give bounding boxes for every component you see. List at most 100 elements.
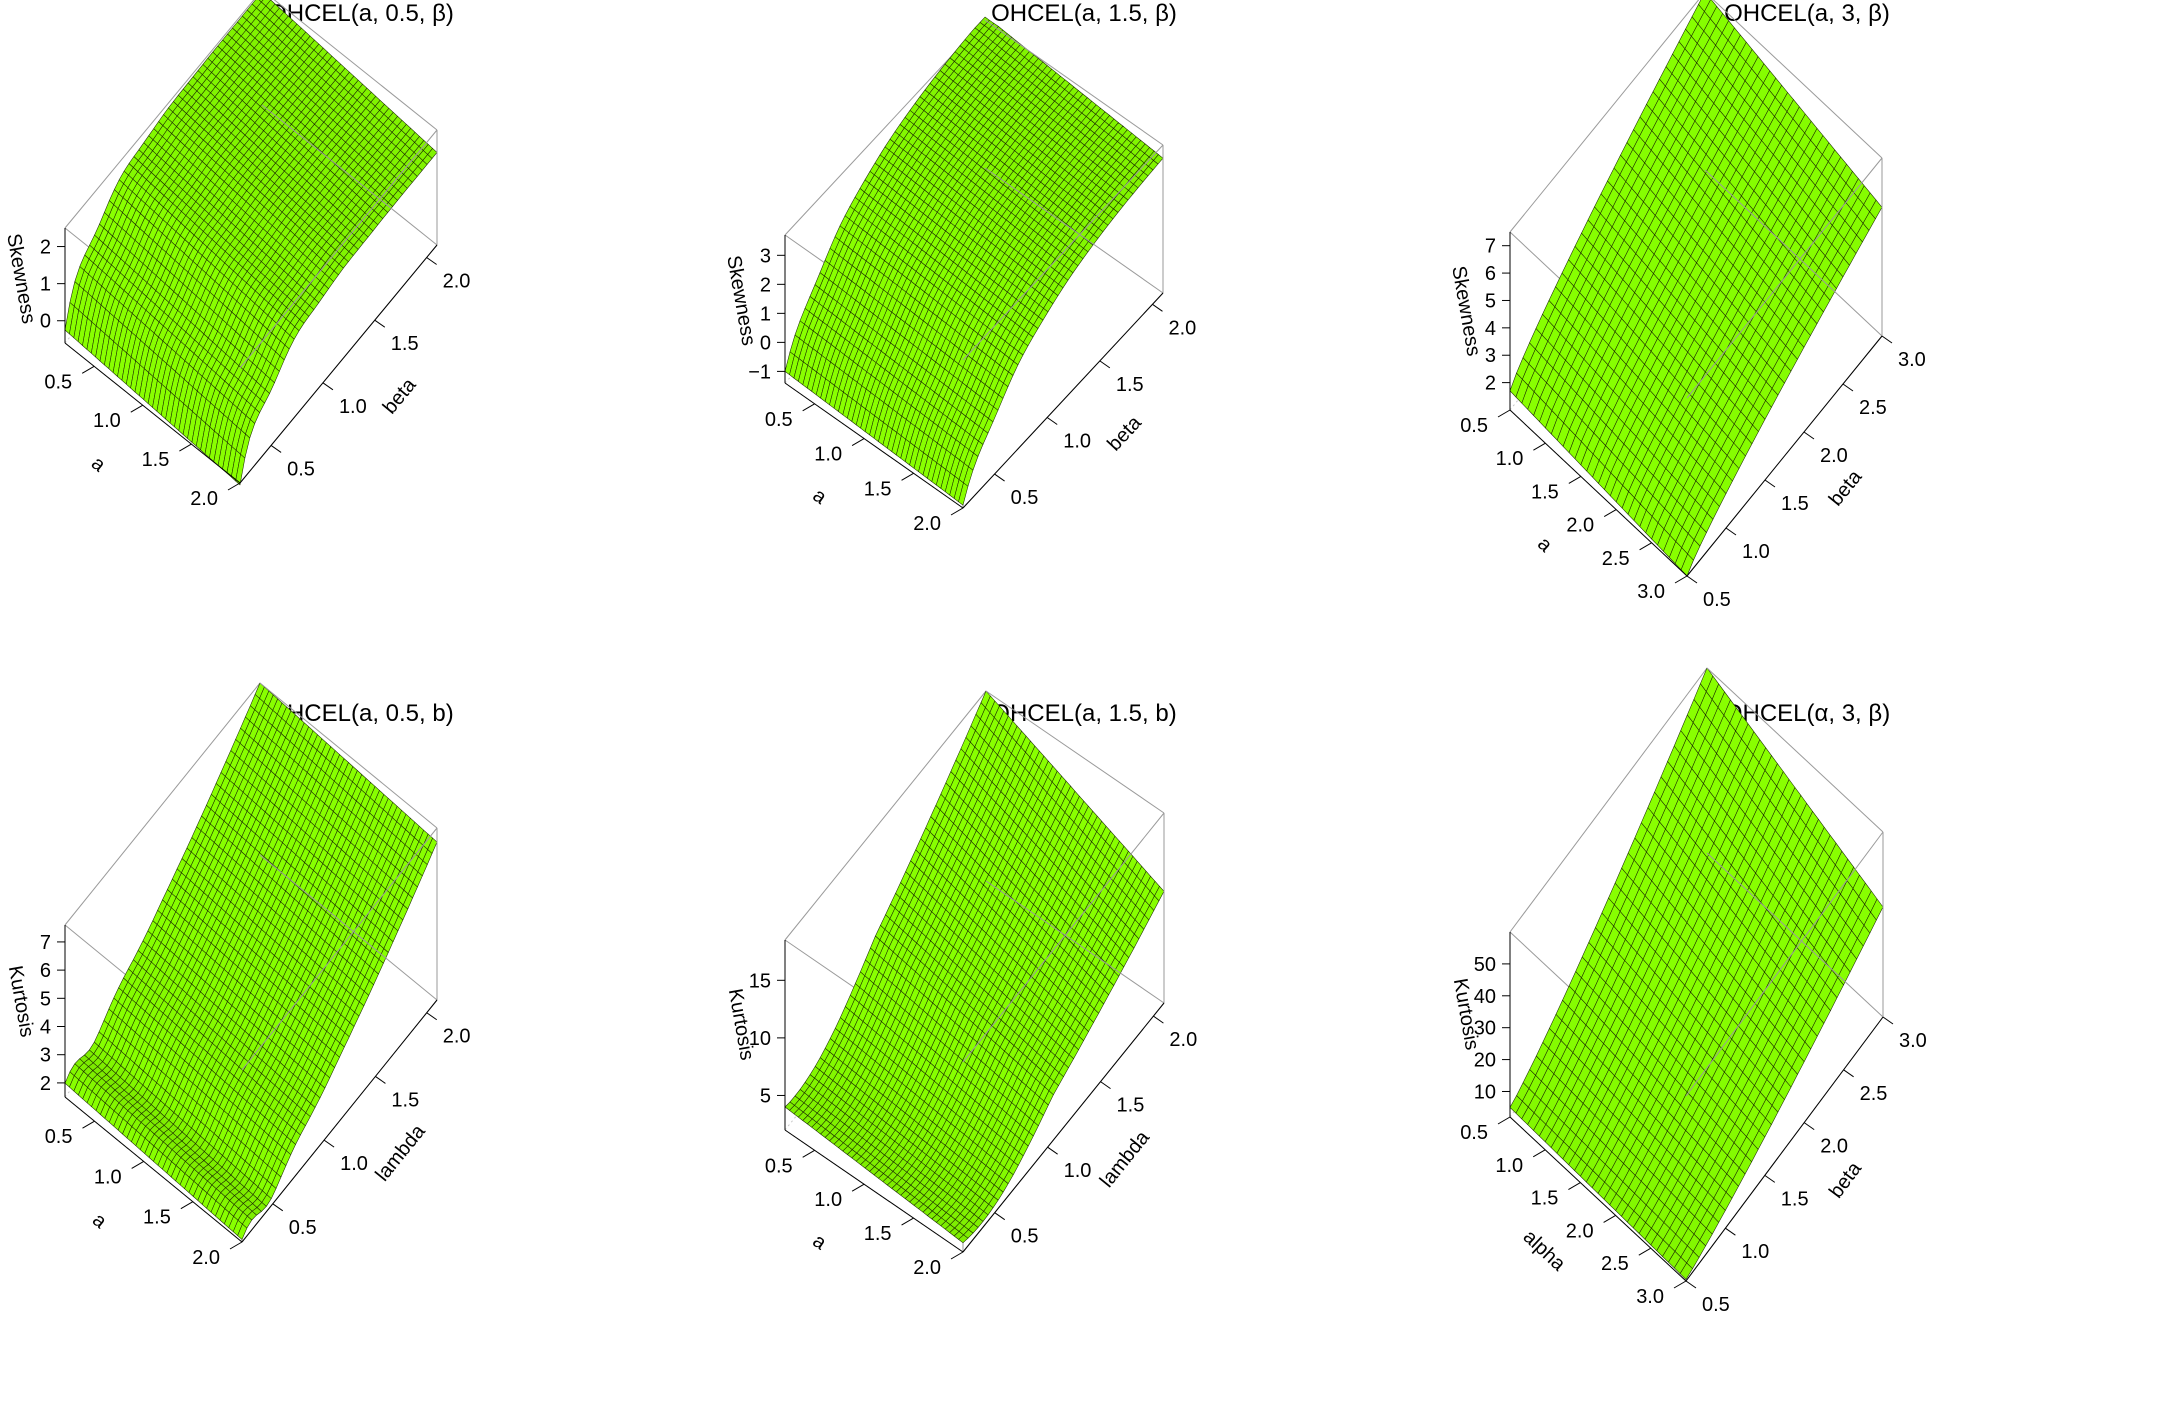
z-tick-label: 6 [1485,263,1496,285]
box-edge [239,129,438,369]
z-tick-label: 3 [1485,345,1496,367]
x-tick-label: 1.0 [814,444,842,466]
x-tick [901,472,914,481]
x-axis-label: a [809,484,831,509]
y-tick-label: 0.5 [287,458,315,480]
z-tick-label: 4 [1485,318,1496,340]
z-tick-label: 2 [760,274,771,296]
y-tick-label: 1.5 [391,333,419,355]
x-tick-label: 0.5 [44,371,72,393]
surface-plot: 0.51.01.52.0a 0.51.01.52.0beta−10123Skewn… [722,16,1196,535]
surface-mesh [64,682,438,1240]
x-axis-label: a [1533,533,1557,557]
y-tick-label: 1.0 [1063,430,1091,452]
x-tick-label: 2.0 [190,488,218,510]
y-axis-line [1686,335,1883,577]
x-tick [179,443,192,452]
y-tick-label: 1.0 [1742,541,1770,563]
box-edge [984,19,1164,146]
chart-panel-3: OHCEL(a, 3, β) 0.5 1.0 1.5 2.0 2.5 3.0 a 0.5 1.0… [1446,0,2168,700]
box-edge [1686,157,1883,399]
y-tick-label: 1.5 [1781,493,1809,515]
z-tick-label: 5 [1485,290,1496,312]
x-tick [1674,575,1688,584]
y-tick-label: 1.5 [1116,374,1144,396]
x-tick [130,404,144,413]
y-tick-label: 0.5 [1011,487,1039,509]
z-tick-label: 2 [1485,373,1496,395]
box-edge [962,144,1164,361]
z-axis-label: Skewness [2,232,39,326]
z-tick-label: 2 [40,237,51,259]
z-axis-label: Skewness [722,254,759,348]
x-tick [227,482,241,491]
y-tick [322,382,334,391]
x-tick-label: 1.0 [1496,448,1524,470]
chart-panel-2: OHCEL(a, 1.5, β) 0.5 1.0 1.5 2.0 a 0.5 1.0 1.5 2… [722,0,1445,700]
y-tick [1046,417,1058,425]
y-axis-line [239,244,438,484]
z-tick-label: 0 [40,311,51,333]
z-tick-label: 1 [40,274,51,296]
box-edge [64,0,255,229]
y-tick [994,473,1005,482]
chart-title: OHCEL(a, 3, β) [1724,0,1890,27]
surface-cell [258,0,264,3]
y-tick [1881,335,1893,344]
x-tick [1639,542,1652,551]
y-axis-label: beta [379,374,421,419]
z-axis-label: Skewness [1447,264,1484,358]
x-tick-label: 0.5 [765,409,793,431]
box-edge [64,682,261,926]
y-tick [1842,383,1854,392]
x-tick [1533,442,1546,451]
chart-panel-1: OHCEL(a, 0.5, β) 0.5 1.0 1.5 2.0 a 0.5 1.0 1.5 2… [0,0,722,700]
y-tick [1725,527,1737,536]
surface-mesh [64,0,438,486]
y-tick-label: 1.0 [339,396,367,418]
y-tick [1686,575,1698,584]
x-tick [950,507,964,516]
x-tick-label: 3.0 [1637,581,1665,603]
box-edge [1704,169,1883,337]
y-axis-label: beta [1825,465,1867,510]
y-tick [1152,303,1163,312]
x-axis-line [784,382,964,509]
surface-mesh [784,16,1164,506]
x-tick [851,438,865,446]
y-tick-label: 0.5 [1703,589,1731,611]
x-tick-label: 2.0 [913,513,941,535]
y-tick [374,319,386,328]
surface-plot: 0.51.01.52.02.53.0a0.51.01.52.02.53.0bet… [1447,0,1926,611]
x-axis-line [1509,409,1688,577]
y-tick [1099,360,1111,369]
x-tick [802,403,815,412]
x-tick-label: 1.5 [1531,481,1559,503]
x-tick-label: 1.5 [142,449,170,471]
z-tick-label: 3 [760,245,771,267]
y-tick-label: 2.5 [1859,397,1887,419]
x-tick-label: 1.0 [93,410,121,432]
y-tick [1803,431,1815,440]
box-edge [1509,0,1700,233]
chart-title: OHCEL(a, 1.5, β) [991,0,1177,27]
box-edge [1712,0,1883,159]
chart-panel-4: OHCEL(a, 0.5, b) 0.5 1.0 1.5 2.0 a 0.5 1.0 1.5 2… [0,682,722,1400]
y-tick [1764,479,1776,488]
surface-plot: 0.51.01.52.0a 0.51.01.52.0lambda234567Kur… [4,682,471,1269]
z-tick-label: 1 [760,303,771,325]
x-tick-label: 2.0 [1566,515,1594,537]
x-tick-label: 1.5 [864,478,892,500]
y-tick-label: 2.0 [1820,445,1848,467]
chart-title: OHCEL(a, 0.5, β) [268,0,454,27]
x-tick [81,365,95,374]
x-tick-label: 0.5 [1460,415,1488,437]
y-tick-label: 2.0 [443,271,471,293]
x-axis-label: a [87,452,110,477]
x-tick [1568,475,1582,484]
x-tick-label: 2.5 [1602,548,1630,570]
box-edge [261,104,438,246]
y-tick [426,257,437,265]
